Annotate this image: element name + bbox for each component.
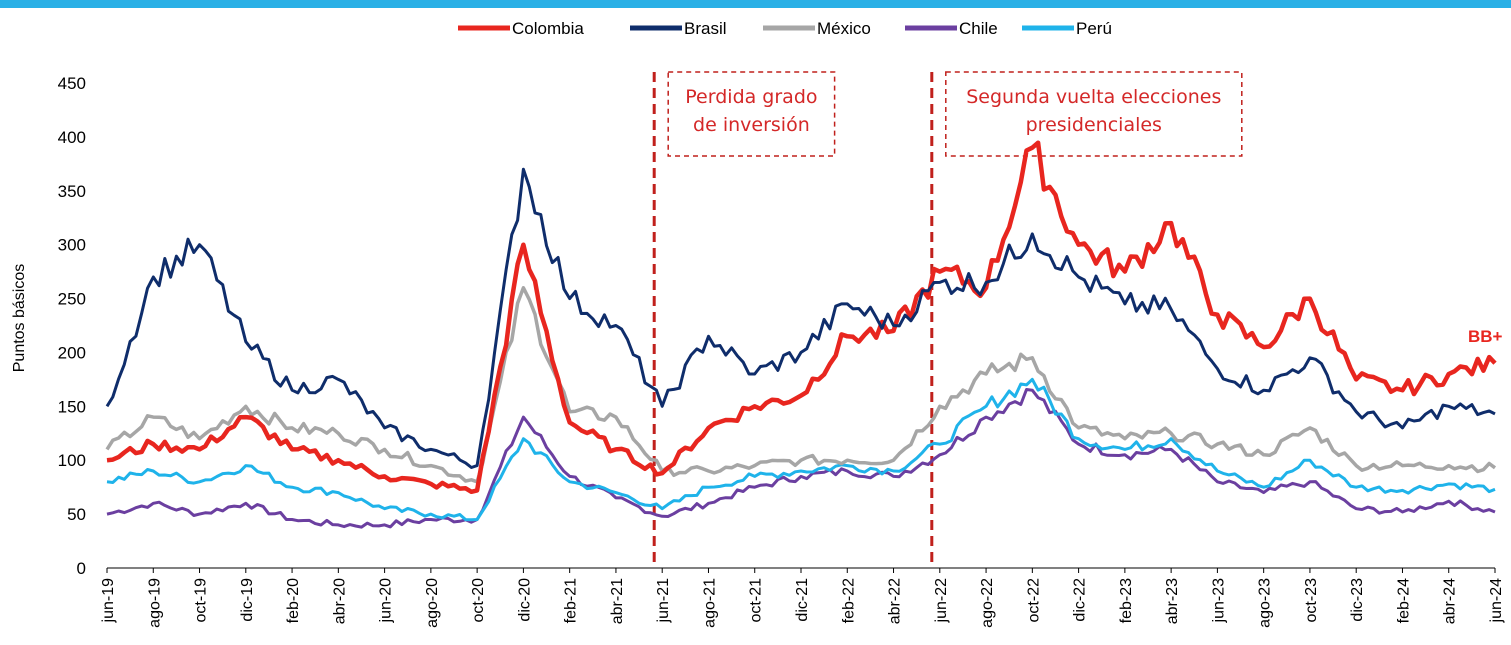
legend-label: México [817, 19, 871, 38]
series-line-perú [106, 377, 1496, 522]
x-tick-label: oct-19 [193, 578, 210, 623]
x-tick-label: abr-20 [331, 578, 348, 624]
x-tick-label: abr-23 [1164, 578, 1181, 624]
series-lines [105, 140, 1497, 529]
rating-end-label: BB+ [1468, 327, 1503, 346]
y-axis-label: Puntos básicos [11, 264, 28, 373]
x-tick-label: jun-19 [100, 578, 117, 624]
x-tick-label: oct-22 [1025, 578, 1042, 623]
x-tick-label: feb-21 [563, 578, 580, 623]
series-line-chile [106, 388, 1496, 529]
legend-label: Perú [1076, 19, 1112, 38]
x-tick-label: dic-19 [239, 578, 256, 622]
x-tick-label: jun-21 [655, 578, 672, 624]
annotation-text: de inversión [693, 114, 810, 136]
y-tick-label: 0 [77, 559, 86, 578]
x-tick-label: jun-23 [1210, 578, 1227, 624]
y-tick-label: 50 [67, 505, 86, 524]
x-tick-label: dic-22 [1072, 578, 1089, 622]
x-tick-label: ago-21 [701, 578, 718, 628]
annotation-text: Perdida grado [685, 86, 817, 108]
x-tick-label: ago-22 [979, 578, 996, 628]
legend-label: Colombia [512, 19, 584, 38]
x-tick-label: oct-23 [1303, 578, 1320, 623]
x-tick-label: abr-21 [609, 578, 626, 624]
x-tick-label: feb-23 [1118, 578, 1135, 623]
series-line-brasil [105, 167, 1496, 469]
x-tick-label: oct-20 [470, 578, 487, 623]
annotation-text: Segunda vuelta elecciones [966, 86, 1221, 108]
x-tick-label: ago-23 [1257, 578, 1274, 628]
annotation-box [667, 71, 836, 157]
x-tick-label: feb-20 [285, 578, 302, 623]
y-tick-label: 400 [58, 128, 86, 147]
y-tick-label: 300 [58, 236, 86, 255]
x-tick-label: jun-24 [1488, 578, 1505, 624]
annotation-box [945, 71, 1243, 157]
y-tick-label: 150 [58, 397, 86, 416]
legend-label: Chile [959, 19, 998, 38]
y-tick-label: 450 [58, 74, 86, 93]
x-tick-label: feb-24 [1395, 578, 1412, 623]
series-line-méxico [105, 286, 1497, 484]
annotations: Perdida grado de inversión Segunda vuelta … [652, 71, 1243, 568]
x-tick-label: abr-22 [887, 578, 904, 624]
annotation-text: presidenciales [1026, 114, 1162, 136]
series-line-colombia [106, 140, 1497, 495]
x-tick-label: feb-22 [840, 578, 857, 623]
x-axis: jun-19 ago-19 oct-19 dic-19 feb-20 abr-20 jun-… [100, 568, 1505, 628]
x-tick-label: ago-20 [424, 578, 441, 628]
y-tick-label: 350 [58, 182, 86, 201]
y-tick-label: 200 [58, 343, 86, 362]
x-tick-label: dic-23 [1349, 578, 1366, 622]
legend: Colombia Brasil México Chile Perú [458, 19, 1112, 38]
legend-label: Brasil [684, 19, 727, 38]
title-band [0, 0, 1511, 8]
y-tick-label: 100 [58, 451, 86, 470]
x-tick-label: oct-21 [748, 578, 765, 623]
x-tick-label: jun-20 [378, 578, 395, 624]
x-tick-label: ago-19 [146, 578, 163, 628]
x-tick-label: dic-21 [794, 578, 811, 622]
y-tick-label: 250 [58, 290, 86, 309]
x-tick-label: jun-22 [933, 578, 950, 624]
x-tick-label: abr-24 [1442, 578, 1459, 624]
x-tick-label: dic-20 [516, 578, 533, 622]
